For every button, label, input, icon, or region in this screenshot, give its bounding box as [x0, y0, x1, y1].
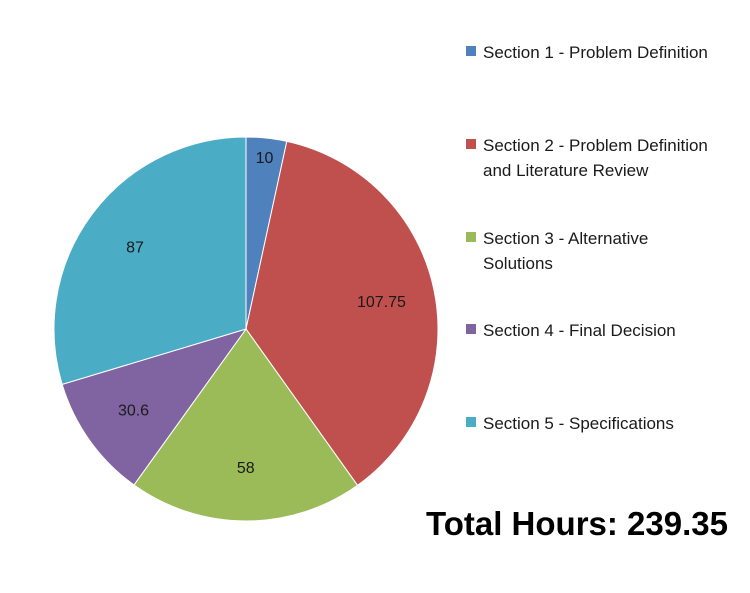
data-label-section-5: 87	[126, 240, 144, 257]
legend-swatch-section-5	[466, 417, 476, 427]
pie-slice-section-2	[245, 140, 439, 487]
pie-slice-section-3	[133, 328, 359, 522]
pie-slice-section-5	[53, 136, 247, 386]
legend-swatch-section-4	[466, 324, 476, 334]
data-label-section-2: 107.75	[357, 294, 406, 311]
legend-label-section-2: Section 2 - Problem Definition and Liter…	[483, 136, 708, 180]
data-label-section-4: 30.6	[118, 402, 149, 419]
legend-swatch-section-3	[466, 232, 476, 242]
legend-label-section-3: Section 3 - Alternative Solutions	[483, 229, 649, 273]
total-hours-label: Total Hours: 239.35	[426, 505, 728, 542]
legend-label-section-5: Section 5 - Specifications	[483, 414, 674, 433]
legend-label-section-1: Section 1 - Problem Definition	[483, 43, 708, 62]
legend-label-section-4: Section 4 - Final Decision	[483, 321, 676, 340]
legend-swatch-section-1	[466, 46, 476, 56]
legend-swatch-section-2	[466, 139, 476, 149]
data-label-section-1: 10	[256, 150, 274, 167]
data-label-section-3: 58	[237, 460, 255, 477]
pie-slice-section-4	[61, 328, 248, 486]
